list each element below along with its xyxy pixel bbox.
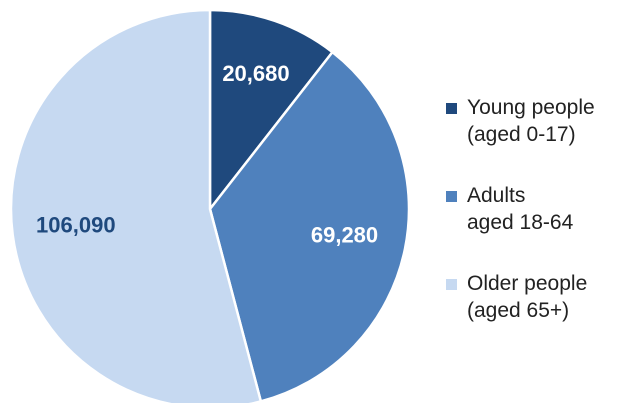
legend-swatch-adults [446, 191, 457, 202]
pie-slice-adults [208, 50, 411, 403]
legend-item-young-people: Young people (aged 0-17) [446, 94, 636, 148]
legend-label-line: Young people [467, 96, 595, 119]
legend-label-line: (aged 65+) [467, 299, 570, 322]
pie-slice-young-people [208, 8, 334, 211]
chart-legend: Young people (aged 0-17) Adults aged 18-… [446, 94, 636, 324]
legend-swatch-young-people [446, 103, 457, 114]
data-label-older-people: 106,090 [36, 212, 116, 237]
legend-item-older-people: Older people (aged 65+) [446, 270, 636, 324]
legend-item-adults: Adults aged 18-64 [446, 182, 636, 236]
legend-label-line: (aged 0-17) [467, 123, 576, 146]
legend-label-line: Older people [467, 272, 588, 295]
data-label-adults: 69,280 [311, 222, 378, 247]
legend-label-older-people: Older people (aged 65+) [467, 270, 587, 324]
legend-swatch-older-people [446, 279, 457, 290]
legend-label-young-people: Young people (aged 0-17) [467, 94, 595, 148]
data-label-young-people: 20,680 [222, 61, 289, 86]
legend-label-line: Adults [467, 184, 526, 207]
legend-label-adults: Adults aged 18-64 [467, 182, 573, 236]
legend-label-line: aged 18-64 [467, 211, 574, 234]
